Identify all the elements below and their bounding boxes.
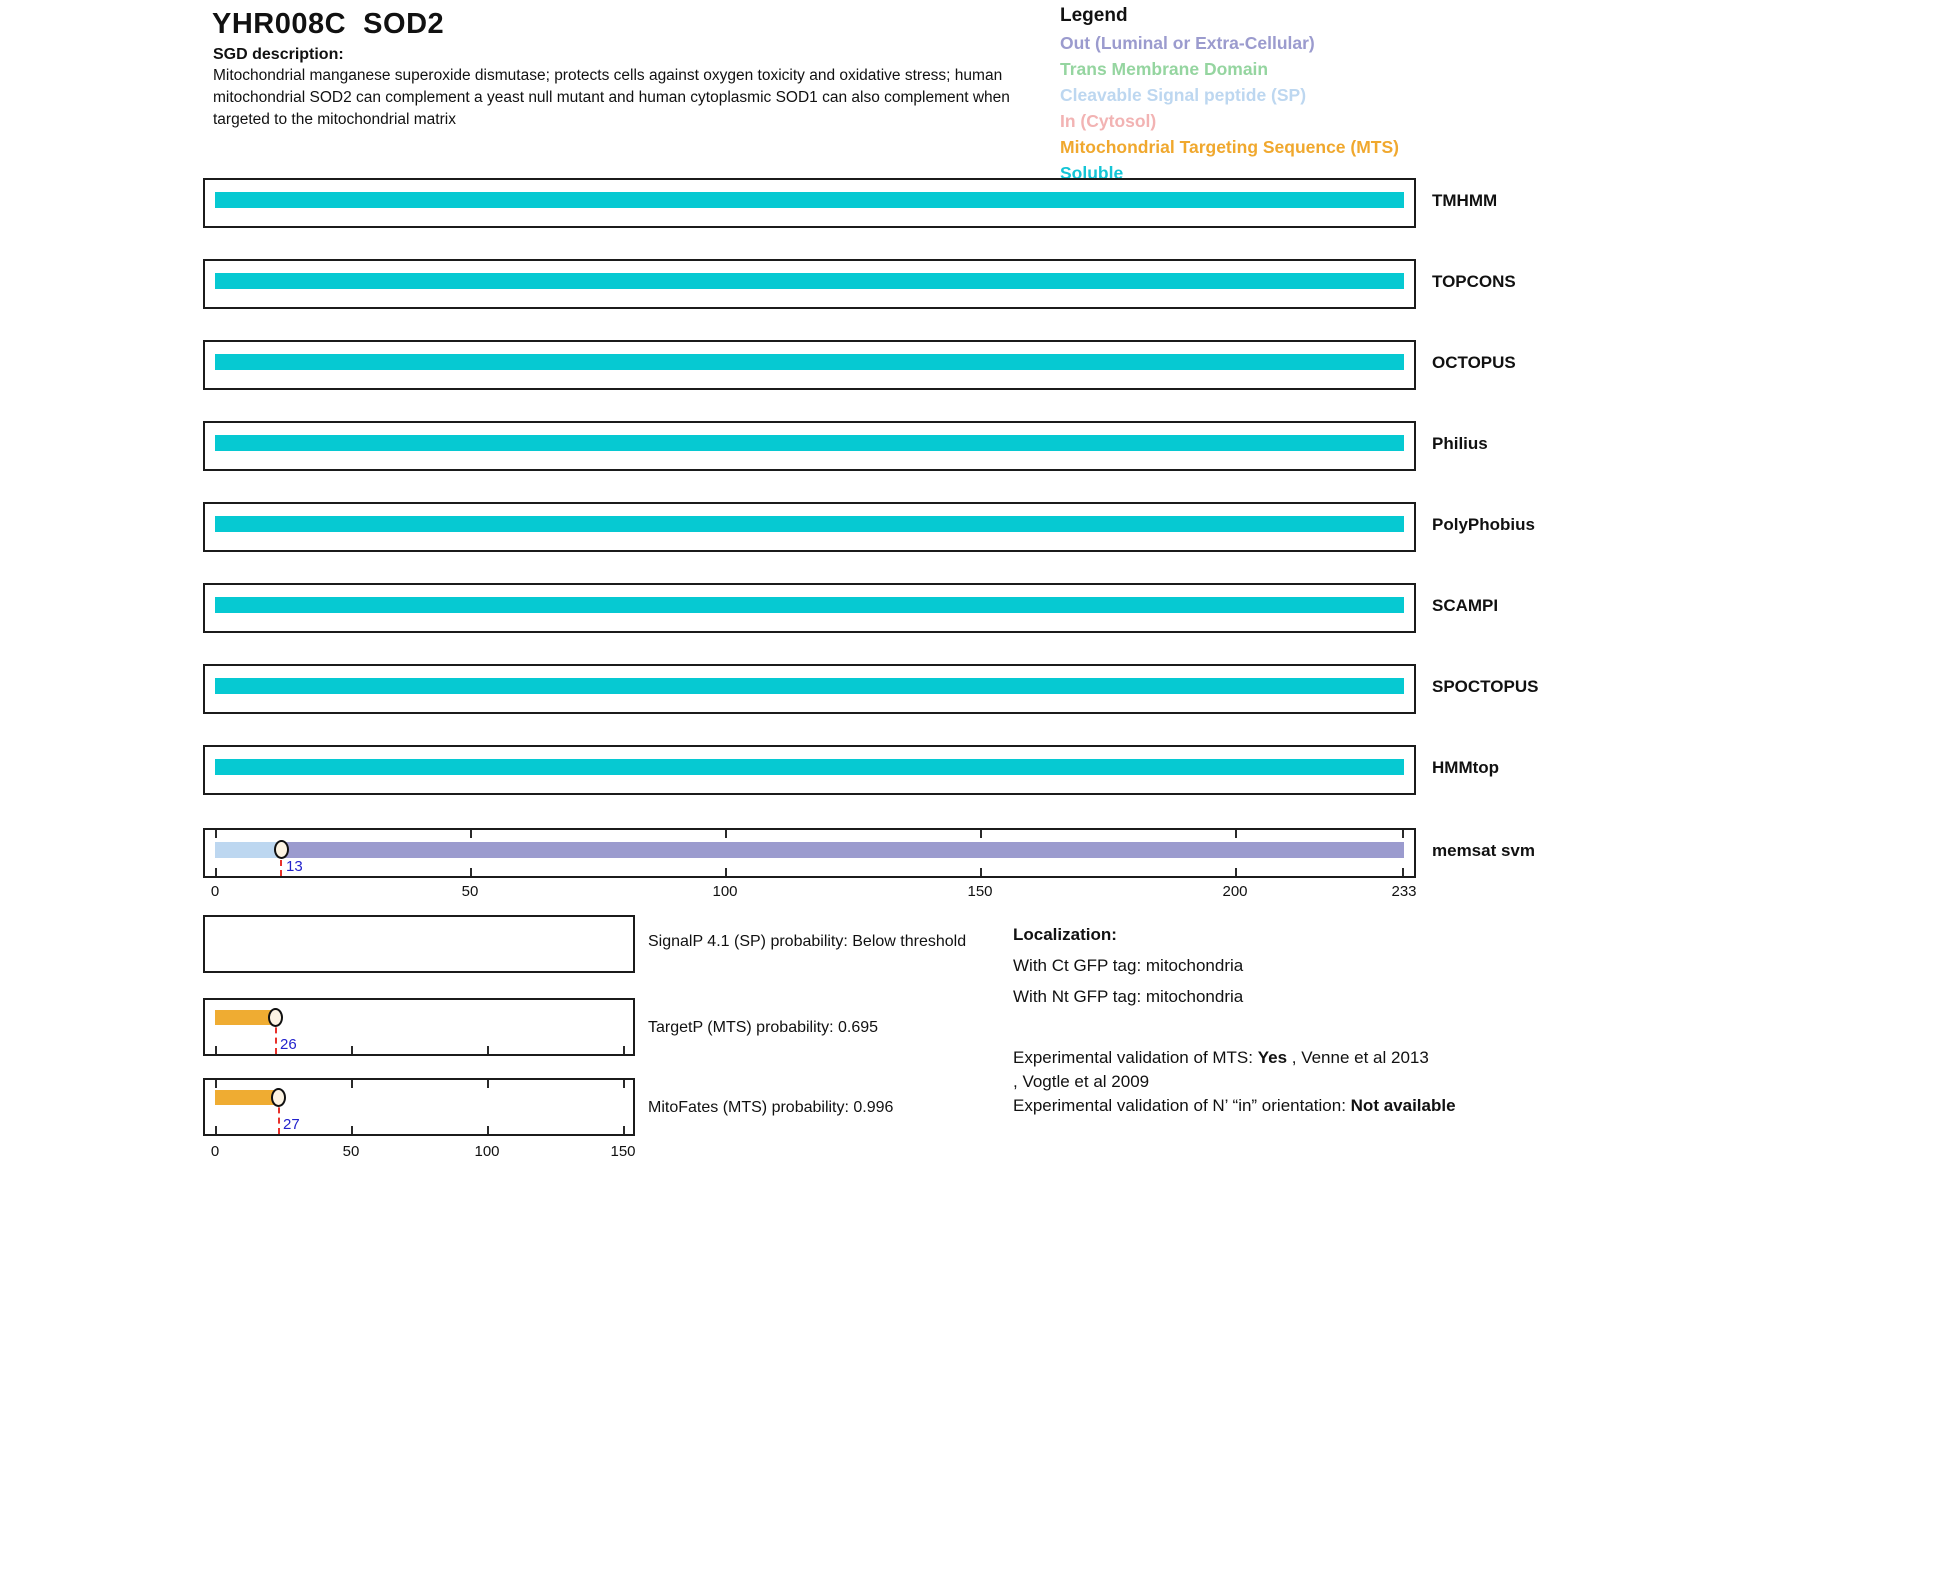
axis-tick [215, 830, 217, 838]
soluble-bar [215, 435, 1404, 451]
axis-tick [351, 1126, 353, 1134]
axis-tick [980, 868, 982, 876]
mts-segment [215, 1090, 279, 1105]
cleavage-marker-line [275, 1017, 277, 1054]
soluble-bar [215, 192, 1404, 208]
localization-nt-gfp: With Nt GFP tag: mitochondria [1013, 987, 1244, 1006]
prob-axis-tick-0: 0 [210, 1143, 220, 1160]
localization-ct-gfp: With Ct GFP tag: mitochondria [1013, 956, 1244, 975]
track-box-philius [203, 421, 1416, 471]
mts-validation-value: Yes [1257, 1048, 1288, 1067]
cleavage-marker-circle [268, 1008, 283, 1027]
mts-validation-label: Experimental validation of MTS: [1013, 1048, 1258, 1067]
axis-tick [725, 868, 727, 876]
mts-validation-ref1: , Venne et al 2013 [1287, 1048, 1429, 1067]
cleavage-marker-line [278, 1097, 280, 1134]
cleavage-position-value: 26 [280, 1036, 297, 1053]
axis-tick [487, 1080, 489, 1088]
mitofates-plot-box: 27 [203, 1078, 635, 1136]
prob-axis-tick-50: 50 [342, 1143, 360, 1160]
residue-axis-tick-233: 233 [1391, 883, 1417, 900]
axis-tick [215, 1080, 217, 1088]
soluble-bar [215, 354, 1404, 370]
out-segment [281, 842, 1404, 858]
axis-tick [1235, 868, 1237, 876]
axis-tick [487, 1126, 489, 1134]
track-label-spoctopus: SPOCTOPUS [1432, 677, 1539, 696]
orientation-validation-value: Not available [1350, 1096, 1456, 1115]
track-box-spoctopus [203, 664, 1416, 714]
axis-tick [215, 868, 217, 876]
axis-tick [470, 830, 472, 838]
soluble-bar [215, 597, 1404, 613]
axis-tick [351, 1080, 353, 1088]
mts-segment [215, 1010, 276, 1025]
axis-tick [215, 1046, 217, 1054]
residue-axis-tick-100: 100 [712, 883, 738, 900]
axis-tick [725, 830, 727, 838]
cleavage-position-value: 13 [286, 858, 303, 875]
axis-tick [623, 1080, 625, 1088]
track-label-polyphobius: PolyPhobius [1432, 515, 1535, 534]
targetp-label: TargetP (MTS) probability: 0.695 [648, 1019, 879, 1036]
prob-axis-tick-100: 100 [474, 1143, 500, 1160]
soluble-bar [215, 678, 1404, 694]
axis-tick [351, 1046, 353, 1054]
legend: Legend Out (Luminal or Extra-Cellular) T… [1060, 5, 1540, 183]
track-label-topcons: TOPCONS [1432, 272, 1516, 291]
legend-item-tm: Trans Membrane Domain [1060, 59, 1269, 79]
track-label-memsat-svm: memsat svm [1432, 841, 1536, 860]
targetp-plot-box: 26 [203, 998, 635, 1056]
axis-tick [1402, 830, 1404, 838]
track-box-memsat-svm: 13 [203, 828, 1416, 878]
experimental-validation-block: Experimental validation of MTS: Yes , Ve… [1013, 1046, 1483, 1118]
legend-item-mts: Mitochondrial Targeting Sequence (MTS) [1060, 137, 1399, 157]
sgd-description-text: Mitochondrial manganese superoxide dismu… [213, 67, 1010, 128]
legend-item-in: In (Cytosol) [1060, 111, 1157, 131]
mts-validation-ref2: , Vogtle et al 2009 [1013, 1072, 1150, 1091]
prob-axis-tick-150: 150 [610, 1143, 636, 1160]
axis-tick [623, 1046, 625, 1054]
track-label-tmhmm: TMHMM [1432, 191, 1498, 210]
soluble-bar [215, 273, 1404, 289]
soluble-bar [215, 759, 1404, 775]
legend-title: Legend [1060, 5, 1128, 26]
axis-tick [623, 1126, 625, 1134]
axis-tick [1235, 830, 1237, 838]
axis-tick [980, 830, 982, 838]
track-box-scampi [203, 583, 1416, 633]
axis-tick [1402, 868, 1404, 876]
track-label-philius: Philius [1432, 434, 1488, 453]
signalp-label: SignalP 4.1 (SP) probability: Below thre… [648, 933, 967, 950]
axis-tick [487, 1046, 489, 1054]
page-title: YHR008C SOD2 [212, 8, 445, 40]
mitofates-label: MitoFates (MTS) probability: 0.996 [648, 1099, 894, 1116]
axis-tick [470, 868, 472, 876]
track-box-tmhmm [203, 178, 1416, 228]
cleavage-position-value: 27 [283, 1116, 300, 1133]
track-label-scampi: SCAMPI [1432, 596, 1499, 615]
cleavage-marker-circle [274, 840, 289, 859]
legend-item-sp: Cleavable Signal peptide (SP) [1060, 85, 1307, 105]
track-label-hmmtop: HMMtop [1432, 758, 1500, 777]
signal-peptide-segment [215, 842, 281, 858]
track-box-octopus [203, 340, 1416, 390]
track-label-octopus: OCTOPUS [1432, 353, 1516, 372]
track-box-polyphobius [203, 502, 1416, 552]
legend-item-out: Out (Luminal or Extra-Cellular) [1060, 33, 1315, 53]
axis-tick [215, 1126, 217, 1134]
localization-title: Localization: [1013, 925, 1117, 944]
track-box-topcons [203, 259, 1416, 309]
signalp-plot-box [203, 915, 635, 973]
orientation-validation-label: Experimental validation of N’ “in” orien… [1013, 1096, 1351, 1115]
residue-axis-tick-200: 200 [1222, 883, 1248, 900]
residue-axis-tick-150: 150 [967, 883, 993, 900]
cleavage-marker-line [280, 850, 282, 876]
residue-axis-tick-0: 0 [210, 883, 220, 900]
sgd-description-label: SGD description: [213, 46, 344, 63]
track-box-hmmtop [203, 745, 1416, 795]
residue-axis-tick-50: 50 [461, 883, 479, 900]
soluble-bar [215, 516, 1404, 532]
cleavage-marker-circle [271, 1088, 286, 1107]
